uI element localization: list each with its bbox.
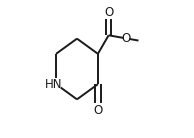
Text: O: O — [93, 104, 103, 117]
Text: O: O — [104, 6, 113, 19]
Text: O: O — [122, 32, 131, 45]
Text: HN: HN — [45, 78, 63, 91]
